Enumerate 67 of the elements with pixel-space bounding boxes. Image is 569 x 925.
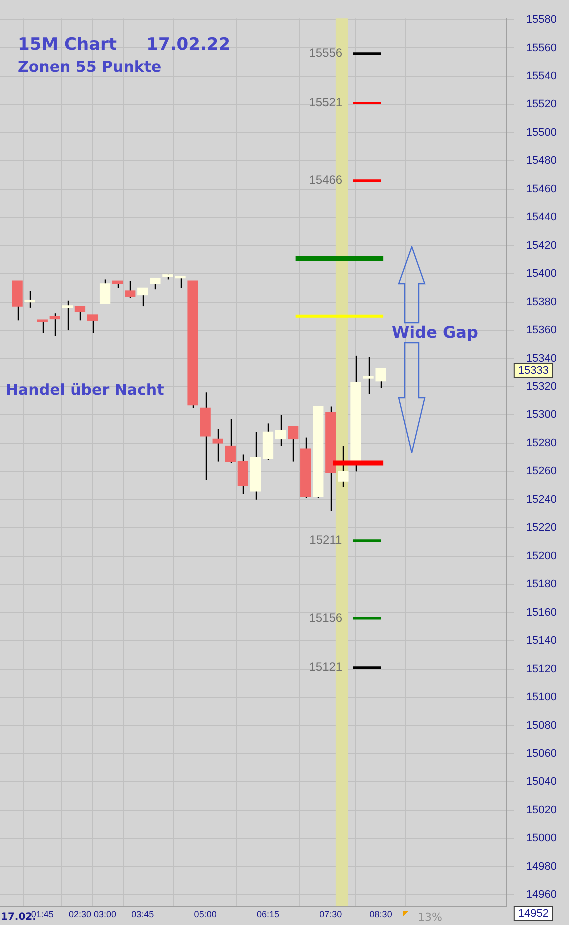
annotation: 15M Chart 17.02.22 [18, 35, 231, 55]
y-tick-label: 15060 [526, 748, 558, 760]
y-tick-label: 15520 [526, 98, 558, 111]
candlestick [87, 314, 98, 334]
y-tick-label: 15100 [526, 692, 558, 704]
candlestick [275, 414, 286, 447]
x-tick-label: 08:30 [370, 909, 392, 920]
y-tick-label: 15320 [526, 381, 558, 394]
annotation: Zonen 55 Punkte [18, 58, 162, 76]
candlestick [288, 426, 299, 462]
y-tick-label: 15200 [526, 550, 558, 562]
text: 13% [418, 911, 442, 924]
candlestick [62, 300, 74, 332]
y-tick-label: 15460 [526, 183, 558, 196]
text: 15333 [518, 365, 550, 378]
y-tick-label: 15120 [526, 663, 558, 676]
y-tick-label: 15340 [526, 352, 558, 365]
y-tick-label: 15360 [526, 324, 558, 337]
candlestick [125, 280, 136, 299]
y-tick-label: 14980 [526, 860, 558, 873]
candlestick [37, 320, 48, 334]
y-tick-label: 15000 [526, 832, 558, 845]
candlestick [150, 278, 161, 290]
y-tick-label: 15080 [526, 720, 558, 732]
ref-line-label: 15521 [309, 96, 343, 110]
ref-line-label: 15121 [309, 660, 343, 674]
annotation: Wide Gap [392, 323, 478, 342]
candlestick [50, 312, 60, 337]
y-tick-label: 15020 [526, 804, 558, 816]
candlestick [225, 418, 236, 464]
y-tick-label: 15480 [526, 155, 558, 168]
y-tick-label: 15280 [526, 437, 558, 450]
y-tick-label: 15540 [526, 70, 558, 82]
candlestick [212, 428, 224, 462]
annotation: Handel über Nacht [6, 381, 164, 399]
y-tick-label: 15260 [526, 466, 558, 478]
y-tick-label: 15220 [526, 522, 558, 534]
x-tick-label: 03:45 [132, 909, 154, 920]
y-tick-label: 15580 [526, 14, 558, 26]
y-tick-label: 14960 [526, 889, 558, 902]
y-tick-label: 15500 [526, 126, 558, 139]
y-tick-label: 15040 [526, 776, 558, 788]
y-tick-label: 15160 [526, 606, 558, 619]
candlestick [24, 290, 36, 309]
y-tick-label: 15180 [526, 578, 558, 591]
x-tick-label: 03:00 [94, 909, 117, 920]
x-tick-label: 06:15 [256, 909, 280, 920]
y-tick-label: 15560 [526, 42, 558, 54]
ref-line-label: 15466 [309, 173, 343, 188]
y-tick-label: 15380 [526, 296, 558, 308]
candlestick [100, 279, 111, 304]
y-tick-label: 15400 [526, 268, 558, 280]
candlestick [74, 306, 86, 322]
x-tick-label: 07:30 [320, 909, 342, 920]
x-tick-label: 05:00 [194, 909, 217, 920]
ref-line-label: 15156 [309, 610, 343, 625]
y-tick-label: 15300 [526, 409, 558, 422]
y-tick-label: 15420 [526, 240, 558, 252]
y-tick-label: 15240 [526, 494, 558, 506]
x-tick-label: 02:30 [68, 909, 92, 920]
ref-line-label: 15556 [309, 46, 343, 60]
candlestick [338, 446, 349, 488]
y-tick-label: 15140 [526, 635, 558, 648]
candlestick [138, 288, 148, 308]
text: 14952 [518, 908, 550, 920]
ref-line-label: 15211 [310, 533, 342, 548]
y-tick-label: 15440 [526, 212, 558, 224]
